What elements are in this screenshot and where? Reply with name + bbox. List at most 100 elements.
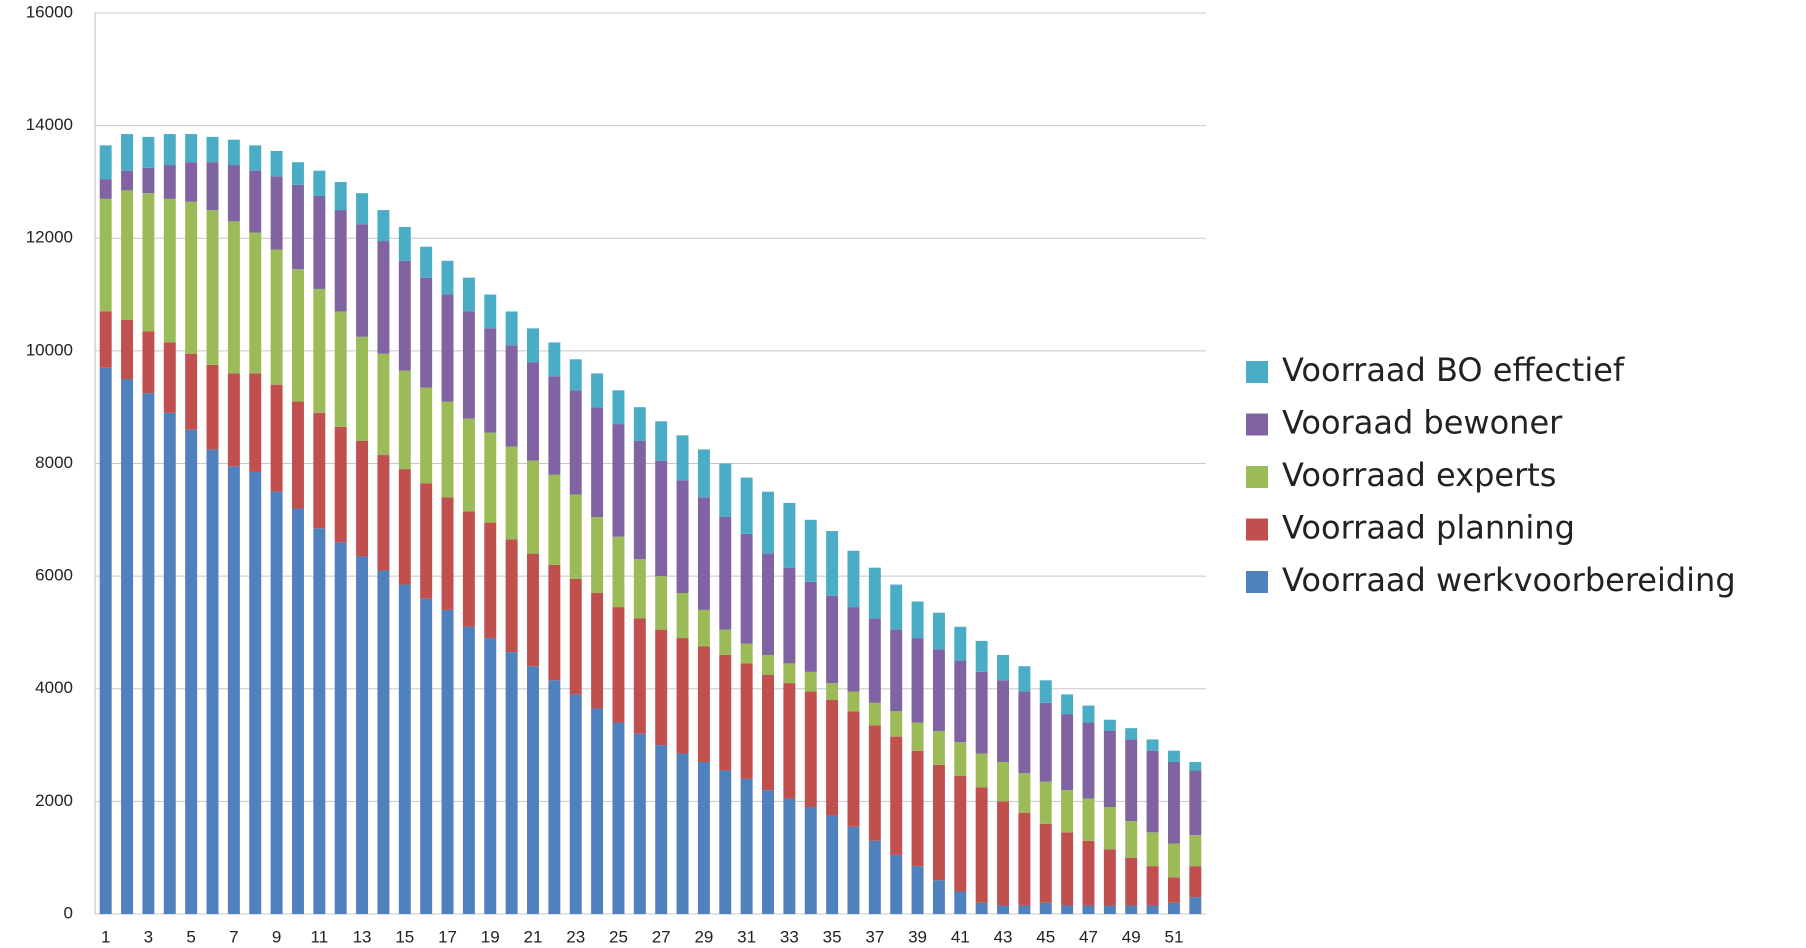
bar-segment (762, 654, 774, 675)
bar-segment (206, 364, 219, 450)
bar-segment (356, 193, 369, 225)
bar-segment (163, 134, 176, 166)
x-tick-label: 33 (780, 927, 799, 946)
bar-segment (462, 277, 475, 312)
legend-label: Voorraad experts (1282, 456, 1556, 494)
bar-segment (1103, 730, 1116, 808)
bar-segment (206, 449, 219, 914)
x-tick-label: 9 (272, 927, 281, 946)
bar-segment (377, 455, 390, 571)
bar-segment (227, 165, 240, 222)
bar-segment (334, 210, 347, 312)
bar-segment (890, 629, 903, 712)
bar-segment (783, 683, 796, 799)
bar-segment (1189, 761, 1202, 771)
bar-segment (462, 626, 475, 914)
bar-segment (462, 418, 475, 512)
legend-swatch (1246, 361, 1268, 383)
bar-segment (569, 694, 582, 914)
bar-segment (1082, 798, 1095, 841)
bar-segment (185, 201, 198, 354)
bar-segment (1082, 840, 1095, 906)
bar-segment (548, 376, 561, 475)
x-tick-label: 1 (101, 927, 110, 946)
bar-segment (676, 753, 689, 914)
bar-segment (398, 584, 411, 914)
x-tick-label: 7 (229, 927, 238, 946)
bar-segment (1103, 849, 1116, 906)
bar-segment (569, 578, 582, 695)
bar-segment (1167, 843, 1180, 878)
bar-segment (163, 165, 176, 199)
bar-segment (868, 840, 881, 914)
bar-segment (441, 294, 454, 402)
x-tick-label: 3 (144, 927, 153, 946)
bar-segment (334, 181, 347, 211)
bar-segment (954, 660, 967, 743)
bar-segment (954, 742, 967, 777)
bar-segment (954, 891, 967, 914)
bar-segment (356, 440, 369, 557)
bar-segment (612, 390, 625, 425)
bar-segment (612, 424, 625, 537)
x-tick-label: 35 (823, 927, 842, 946)
bar-segment (676, 435, 689, 481)
bar-segment (612, 607, 625, 723)
bar-segment (1167, 902, 1180, 914)
bar-segment (206, 210, 219, 365)
bar-segment (1018, 905, 1031, 914)
x-tick-label: 19 (481, 927, 500, 946)
bar-segment (398, 469, 411, 585)
x-tick-label: 25 (609, 927, 628, 946)
bar-segment (334, 426, 347, 543)
bar-segment (227, 139, 240, 166)
bar-segment (1061, 832, 1074, 906)
bar-segment (655, 576, 668, 630)
bar-segment (633, 733, 646, 914)
bar-segment (1189, 835, 1202, 867)
bar-segment (997, 905, 1010, 914)
bar-segment (505, 446, 518, 540)
bar-segment (356, 224, 369, 337)
bar-segment (270, 150, 283, 177)
bar-segment (932, 880, 945, 914)
x-tick-label: 27 (652, 927, 671, 946)
bar-segment (655, 421, 668, 461)
bar-segment (1061, 905, 1074, 914)
bar-segment (548, 342, 561, 377)
x-tick-label: 43 (994, 927, 1013, 946)
bar-segment (762, 674, 774, 791)
bar-segment (291, 162, 304, 185)
y-tick-label: 4000 (35, 678, 73, 697)
bar-segment (975, 787, 988, 903)
bar-segment (121, 190, 134, 320)
bar-segment (697, 497, 710, 610)
bar-segment (441, 497, 454, 610)
bar-segment (291, 269, 304, 402)
bar-segment (227, 373, 240, 467)
bar-segment (206, 136, 219, 163)
bar-segment (655, 745, 668, 914)
bar-segment (1146, 739, 1159, 751)
bar-segment (420, 246, 433, 278)
bar-segment (740, 533, 753, 644)
bar-segment (291, 401, 304, 509)
bar-segment (1125, 857, 1138, 906)
bar-segment (142, 193, 155, 332)
bar-segment (377, 570, 390, 914)
bar-segment (1125, 905, 1138, 914)
bar-segment (719, 654, 732, 771)
bar-segment (270, 384, 283, 492)
bar-segment (462, 311, 475, 419)
bar-segment (591, 373, 604, 408)
bar-segment (804, 519, 817, 582)
bar-segment (1082, 905, 1095, 914)
bar-segment (313, 170, 326, 197)
bar-segment (804, 807, 817, 914)
bar-segment (804, 691, 817, 808)
bar-segment (890, 854, 903, 914)
bar-segment (462, 511, 475, 627)
bar-segment (121, 170, 134, 191)
bar-segment (313, 288, 326, 413)
bar-segment (1146, 750, 1159, 833)
